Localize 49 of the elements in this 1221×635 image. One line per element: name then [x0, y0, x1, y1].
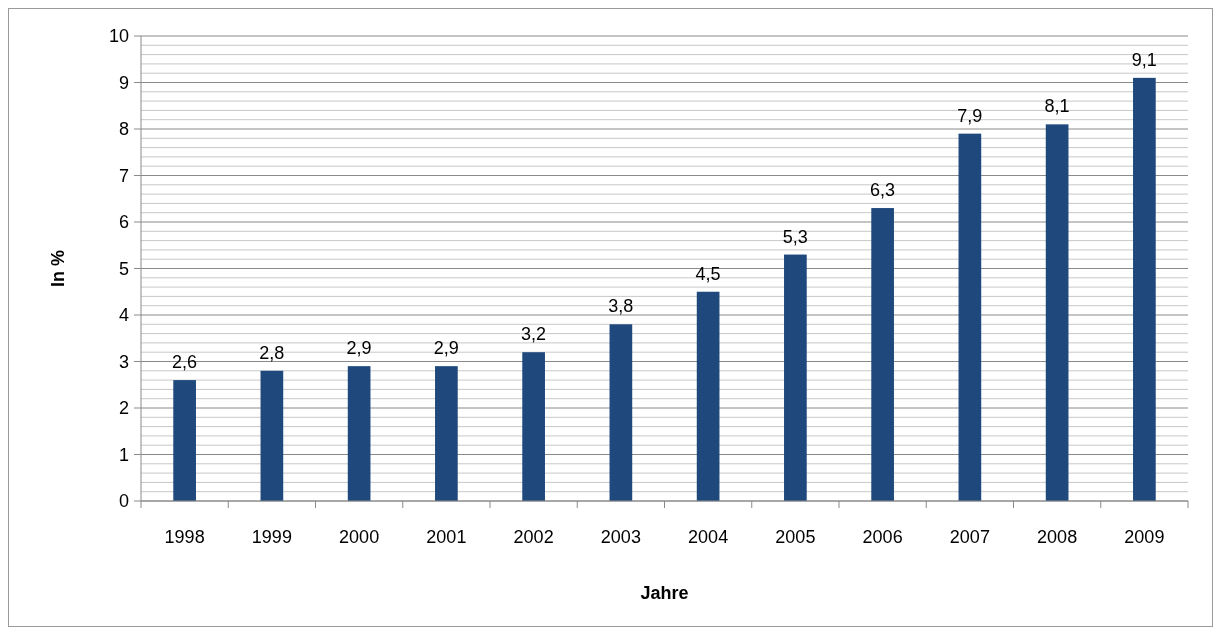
data-label: 7,9 — [957, 105, 983, 126]
bar — [260, 370, 284, 501]
y-tick-label: 0 — [118, 491, 129, 512]
y-tick-label: 8 — [118, 119, 129, 140]
x-tick-label: 2009 — [1124, 527, 1165, 547]
y-tick-label: 6 — [118, 212, 129, 233]
y-tick-label: 1 — [118, 444, 129, 465]
bar — [696, 291, 720, 501]
data-label: 3,8 — [608, 296, 634, 317]
bar — [522, 352, 545, 501]
data-label: 8,1 — [1044, 96, 1070, 117]
data-label: 2,9 — [346, 338, 372, 359]
x-tick-label: 2006 — [862, 527, 903, 547]
x-tick-label: 1999 — [251, 527, 292, 547]
bar — [784, 254, 807, 501]
bar — [435, 366, 458, 501]
x-axis-title: Jahre — [640, 583, 689, 603]
data-label: 6,3 — [870, 180, 896, 201]
data-label: 3,2 — [521, 324, 547, 345]
bar — [1045, 124, 1069, 501]
data-label: 4,5 — [695, 263, 721, 284]
y-axis-title: In % — [48, 249, 68, 288]
data-label: 2,6 — [172, 352, 198, 373]
bar — [173, 380, 196, 501]
y-tick-label: 10 — [108, 26, 129, 47]
bar — [1133, 77, 1156, 501]
y-tick-label: 7 — [118, 165, 129, 186]
data-label: 9,1 — [1131, 49, 1157, 70]
x-tick-label: 2005 — [775, 527, 816, 547]
x-tick-label: 2000 — [339, 527, 380, 547]
x-tick-label: 2004 — [688, 527, 729, 547]
x-tick-label: 2001 — [426, 527, 467, 547]
x-tick-label: 1998 — [164, 527, 205, 547]
data-label: 5,3 — [782, 226, 808, 247]
bar — [609, 324, 633, 501]
x-tick-label: 2002 — [513, 527, 554, 547]
y-tick-label: 4 — [118, 305, 129, 326]
data-label: 2,8 — [259, 342, 285, 363]
y-tick-label: 2 — [118, 398, 129, 419]
data-label: 2,9 — [433, 338, 459, 359]
bar — [958, 133, 982, 501]
x-tick-label: 2007 — [949, 527, 990, 547]
y-tick-label: 5 — [118, 258, 129, 279]
bar — [347, 366, 371, 501]
bar — [871, 208, 894, 501]
x-tick-label: 2008 — [1037, 527, 1078, 547]
x-tick-label: 2003 — [600, 527, 641, 547]
y-tick-label: 9 — [118, 72, 129, 93]
y-tick-label: 3 — [118, 351, 129, 372]
